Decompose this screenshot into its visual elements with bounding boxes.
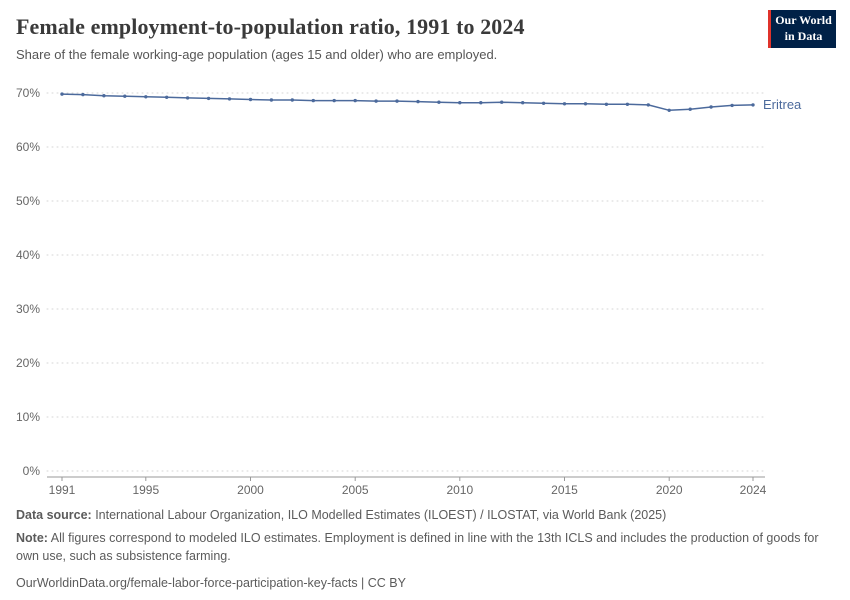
data-point[interactable]	[144, 95, 148, 99]
data-point[interactable]	[165, 95, 169, 99]
data-point[interactable]	[60, 92, 64, 96]
chart-footer: Data source: International Labour Organi…	[16, 506, 834, 598]
data-point[interactable]	[521, 101, 525, 105]
note-text: All figures correspond to modeled ILO es…	[16, 531, 819, 564]
data-point[interactable]	[646, 103, 650, 107]
y-axis-tick-label: 70%	[16, 86, 40, 100]
data-point[interactable]	[541, 101, 546, 105]
y-axis-tick-label: 0%	[23, 464, 41, 478]
data-point[interactable]	[583, 102, 588, 106]
x-axis-tick-label: 1995	[132, 483, 159, 497]
data-point[interactable]	[625, 102, 630, 106]
x-axis-tick-label: 2020	[656, 483, 683, 497]
data-point[interactable]	[416, 99, 420, 104]
x-axis-tick-label: 2010	[446, 483, 473, 497]
data-point[interactable]	[290, 98, 294, 102]
data-point[interactable]	[206, 96, 211, 101]
y-axis-tick-label: 50%	[16, 194, 40, 208]
data-point[interactable]	[437, 100, 441, 104]
chart-header: Female employment-to-population ratio, 1…	[16, 14, 754, 62]
data-point[interactable]	[374, 99, 378, 103]
data-point[interactable]	[227, 97, 232, 101]
data-point[interactable]	[269, 98, 274, 102]
data-point[interactable]	[709, 105, 713, 109]
data-point[interactable]	[730, 103, 734, 108]
data-point[interactable]	[311, 98, 315, 103]
note-label: Note:	[16, 531, 48, 546]
data-point[interactable]	[102, 94, 106, 98]
data-point[interactable]	[479, 101, 483, 105]
data-source-label: Data source:	[16, 508, 92, 522]
logo-line-2: in Data	[784, 29, 823, 43]
x-axis-tick-label: 2015	[551, 483, 578, 497]
data-point[interactable]	[185, 96, 190, 100]
x-axis-tick-label: 2024	[740, 483, 767, 497]
chart-subtitle: Share of the female working-age populati…	[16, 47, 498, 62]
data-point[interactable]	[353, 98, 357, 103]
note-line: Note: All figures correspond to modeled …	[16, 529, 834, 565]
page-title: Female employment-to-population ratio, 1…	[16, 14, 525, 39]
logo-line-1: Our World	[775, 13, 832, 28]
data-source-text: International Labour Organization, ILO M…	[91, 508, 667, 522]
owid-logo: Our World in Data	[768, 10, 836, 48]
footer-citation-link[interactable]: OurWorldinData.org/female-labor-force-pa…	[16, 576, 406, 591]
x-axis-tick-label: 2000	[237, 483, 264, 497]
data-point[interactable]	[123, 94, 127, 98]
line-chart: 0% 10% 20% 30% 40% 50% 60% 70% 1991 1995 2000 2005 2…	[16, 86, 802, 497]
data-source-line: Data source: International Labour Organi…	[16, 506, 834, 524]
y-axis-tick-label: 60%	[16, 140, 40, 154]
data-point[interactable]	[458, 101, 462, 105]
data-point[interactable]	[332, 98, 336, 103]
data-point[interactable]	[667, 108, 671, 112]
series-label-eritrea: Eritrea	[763, 97, 802, 112]
y-axis-tick-label: 30%	[16, 302, 40, 316]
data-point[interactable]	[688, 107, 692, 111]
data-point[interactable]	[500, 100, 504, 104]
data-point[interactable]	[81, 92, 85, 97]
y-axis-tick-label: 10%	[16, 410, 40, 424]
x-axis-tick-label: 1991	[49, 483, 76, 497]
y-axis-tick-label: 40%	[16, 248, 40, 262]
data-point[interactable]	[395, 99, 399, 103]
x-axis-tick-label: 2005	[342, 483, 369, 497]
data-point[interactable]	[562, 102, 567, 106]
data-point[interactable]	[604, 102, 609, 106]
y-axis-tick-label: 20%	[16, 356, 40, 370]
data-point[interactable]	[248, 97, 253, 102]
series-line-eritrea[interactable]	[61, 93, 754, 112]
data-point[interactable]	[751, 103, 755, 107]
